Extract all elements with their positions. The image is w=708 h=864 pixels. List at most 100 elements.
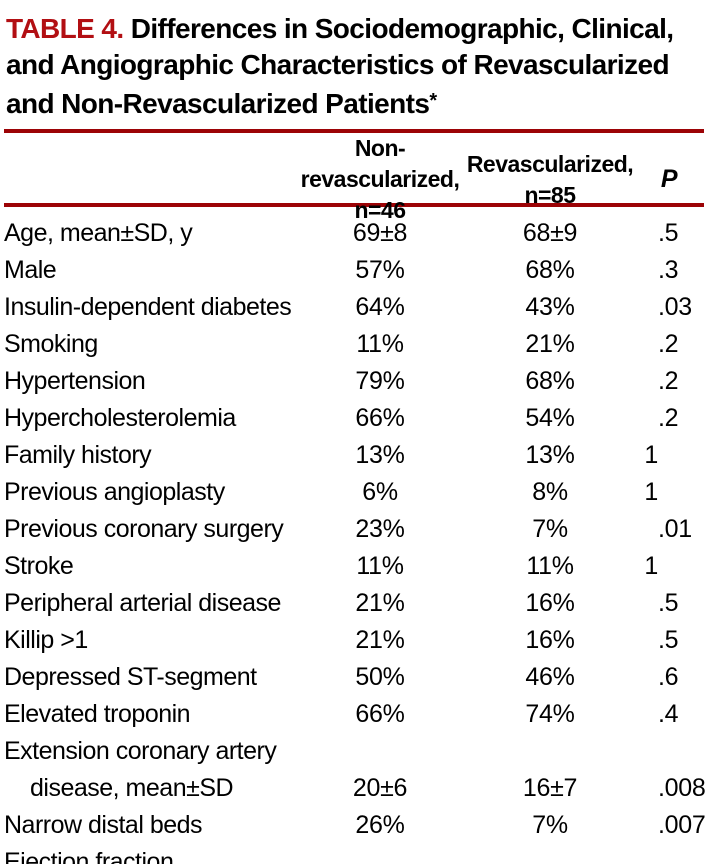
column-header-non-revascularized: Non-revascularized, n=46: [294, 133, 466, 226]
p-integer-part: [634, 215, 658, 252]
cell-revascularized: 11%: [526, 552, 574, 580]
p-integer-part: [634, 511, 658, 548]
column-header-p: P: [660, 165, 678, 193]
cell-non-revascularized: 79%: [355, 367, 405, 395]
p-decimal-part: .008: [658, 774, 706, 802]
row-label: Male: [4, 252, 294, 289]
cell-revascularized: 74%: [525, 700, 575, 728]
row-label: Previous coronary surgery: [4, 511, 294, 548]
cell-p-value: .007: [634, 807, 706, 844]
cell-p-value: .03: [634, 289, 704, 326]
table-row: Ejection fraction,mean±SD, % 54±16 55±14…: [4, 844, 704, 864]
row-label-line: Ejection fraction,: [4, 848, 180, 864]
cell-revascularized: 16±7: [522, 774, 578, 802]
row-label-line: Insulin-dependent diabetes: [4, 293, 292, 321]
row-label-line: Hypertension: [4, 367, 146, 395]
cell-p-value: .2: [634, 363, 704, 400]
row-label-line: Peripheral arterial disease: [4, 589, 281, 617]
cell-p-value: 1: [634, 474, 704, 511]
cell-p-value: 1: [634, 548, 704, 585]
column-header-line2: n=46: [354, 197, 406, 223]
table-row: Family history 13% 13% 1: [4, 437, 704, 474]
row-label-line: Narrow distal beds: [4, 811, 203, 839]
table-number-label: TABLE 4.: [6, 13, 124, 44]
p-integer-part: [634, 326, 658, 363]
footnote-marker: *: [429, 90, 438, 112]
cell-non-revascularized: 21%: [355, 589, 405, 617]
table-row: Killip >1 21% 16% .5: [4, 622, 704, 659]
cell-non-revascularized: 20±6: [352, 774, 408, 802]
cell-revascularized: 7%: [532, 811, 568, 839]
p-decimal-part: .2: [658, 367, 679, 395]
cell-p-value: .5: [634, 215, 704, 252]
table-body: Age, mean±SD, y 69±8 68±9 .5 Male 57% 68…: [0, 207, 708, 864]
top-rule: [4, 129, 704, 133]
column-header-line2: n=85: [524, 181, 576, 208]
cell-non-revascularized: 57%: [355, 256, 405, 284]
cell-revascularized: 46%: [525, 663, 575, 691]
p-integer-part: 1: [644, 552, 658, 580]
row-label-line: Stroke: [4, 552, 74, 580]
p-decimal-part: .6: [658, 663, 679, 691]
p-integer-part: [634, 807, 658, 844]
p-integer-part: [634, 696, 658, 733]
table-row: Age, mean±SD, y 69±8 68±9 .5: [4, 215, 704, 252]
row-label: Insulin-dependent diabetes: [4, 289, 294, 326]
row-label-line: Male: [4, 256, 57, 284]
row-label-line: Previous angioplasty: [4, 478, 225, 506]
p-decimal-part: .5: [658, 626, 679, 654]
p-integer-part: 1: [644, 441, 658, 469]
cell-p-value: .3: [634, 252, 704, 289]
cell-revascularized: 43%: [525, 293, 575, 321]
p-integer-part: [634, 400, 658, 437]
table-row: Stroke 11% 11% 1: [4, 548, 704, 585]
table-row: Hypercholesterolemia 66% 54% .2: [4, 400, 704, 437]
column-header-line1: Non-revascularized,: [300, 135, 460, 192]
row-label-line: Depressed ST-segment: [4, 663, 257, 691]
p-integer-part: 1: [644, 478, 658, 506]
p-integer-part: [634, 659, 658, 696]
column-header-line1: Revascularized,: [466, 150, 634, 177]
p-decimal-part: .01: [658, 515, 692, 543]
p-decimal-part: .5: [658, 589, 679, 617]
cell-revascularized: 8%: [532, 478, 568, 506]
cell-revascularized: 16%: [525, 589, 575, 617]
row-label: Age, mean±SD, y: [4, 215, 294, 252]
table-title-text: Differences in Sociodemographic, Clinica…: [6, 13, 674, 119]
table-row: Previous angioplasty 6% 8% 1: [4, 474, 704, 511]
row-label-line: Hypercholesterolemia: [4, 404, 236, 432]
p-integer-part: [634, 770, 658, 807]
p-integer-part: [634, 289, 658, 326]
row-label: Extension coronary artery disease, mean±S…: [4, 733, 294, 807]
cell-p-value: .2: [634, 326, 704, 363]
table-row: Male 57% 68% .3: [4, 252, 704, 289]
cell-non-revascularized: 26%: [355, 811, 405, 839]
cell-p-value: .008: [634, 770, 706, 807]
table-row: Insulin-dependent diabetes 64% 43% .03: [4, 289, 704, 326]
row-label: Hypertension: [4, 363, 294, 400]
row-label-line: Elevated troponin: [4, 700, 191, 728]
row-label: Ejection fraction,mean±SD, %: [4, 844, 294, 864]
cell-p-value: .01: [634, 511, 704, 548]
cell-p-value: 1: [634, 437, 704, 474]
p-integer-part: [634, 363, 658, 400]
row-label: Previous angioplasty: [4, 474, 294, 511]
cell-revascularized: 68%: [525, 367, 575, 395]
cell-revascularized: 21%: [525, 330, 575, 358]
cell-non-revascularized: 6%: [362, 478, 398, 506]
p-decimal-part: .3: [658, 256, 679, 284]
row-label: Stroke: [4, 548, 294, 585]
row-label-line: Extension coronary artery: [4, 737, 277, 765]
cell-non-revascularized: 69±8: [352, 219, 408, 247]
p-integer-part: [634, 585, 658, 622]
cell-non-revascularized: 23%: [355, 515, 405, 543]
p-decimal-part: .5: [658, 219, 679, 247]
header-rule: [4, 203, 704, 207]
cell-non-revascularized: 50%: [355, 663, 405, 691]
table-row: Narrow distal beds 26% 7% .007: [4, 807, 706, 844]
table-row: Elevated troponin 66% 74% .4: [4, 696, 704, 733]
table-row: Previous coronary surgery 23% 7% .01: [4, 511, 704, 548]
row-label: Elevated troponin: [4, 696, 294, 733]
row-label: Peripheral arterial disease: [4, 585, 294, 622]
row-label-line: Smoking: [4, 330, 98, 358]
